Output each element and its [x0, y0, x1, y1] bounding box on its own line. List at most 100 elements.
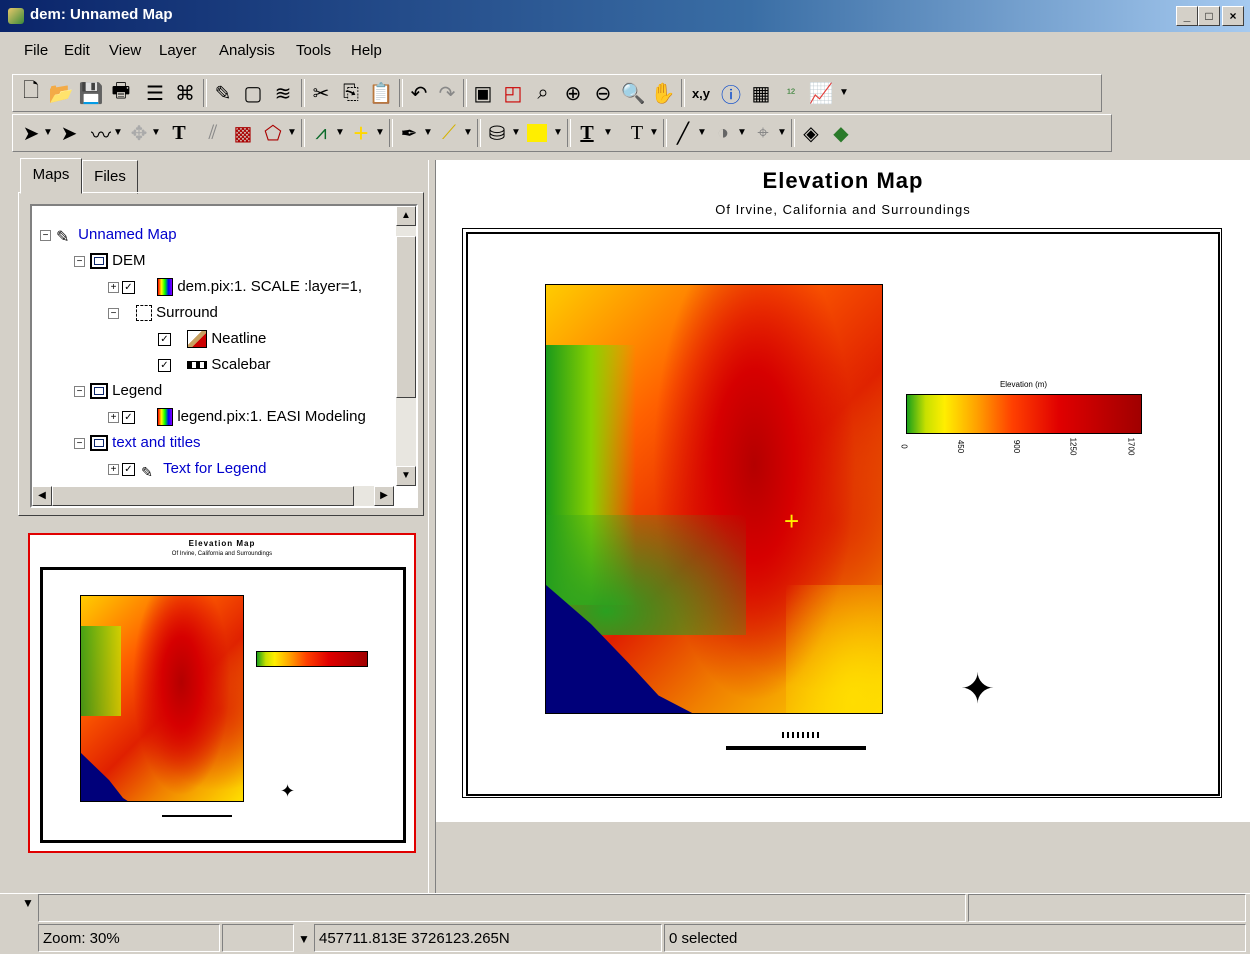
zoom-out-icon[interactable]: ⊖ — [594, 82, 612, 105]
reshape-icon[interactable]: ⫽ — [208, 121, 218, 144]
expander-surround[interactable]: − — [108, 308, 119, 319]
tree-scalebar-label[interactable]: Scalebar — [211, 356, 271, 373]
map-scalebar[interactable] — [726, 746, 866, 750]
line-dropdown-icon[interactable]: ▼ — [697, 127, 707, 138]
print-icon[interactable]: 🖶 — [111, 80, 131, 102]
layer-stack-color-icon[interactable]: ◆ — [833, 122, 849, 145]
edit-arrow-icon[interactable]: ➤ — [60, 122, 78, 145]
tree-view-icon[interactable]: ☰ — [146, 82, 164, 105]
zoom-to-map-icon[interactable]: ▣ — [473, 82, 493, 105]
expander-legend-layer[interactable]: + — [108, 412, 119, 423]
menu-tools[interactable]: Tools — [296, 42, 332, 59]
menu-layer[interactable]: Layer — [159, 42, 197, 59]
scroll-down-icon[interactable]: ▼ — [396, 466, 416, 486]
tree-text-legend-label[interactable]: Text for Legend — [163, 460, 267, 477]
map-title[interactable]: Elevation Map — [762, 168, 924, 193]
coords-dropdown-icon[interactable]: ▼ — [298, 932, 310, 946]
zoom-box-icon[interactable]: ⌕ — [537, 81, 549, 104]
chart-dropdown-icon[interactable]: ▼ — [839, 87, 849, 98]
expander-legend[interactable]: − — [74, 386, 85, 397]
tree-dem-layer-label[interactable]: dem.pix:1. SCALE :layer=1, — [177, 278, 363, 295]
new-file-icon[interactable]: 🗋 — [22, 80, 40, 102]
menu-analysis[interactable]: Analysis — [219, 42, 275, 59]
line-icon[interactable]: ╱ — [676, 122, 690, 145]
fill-color-icon[interactable] — [523, 119, 551, 147]
expander-text-titles[interactable]: − — [74, 438, 85, 449]
minimize-button[interactable]: _ — [1176, 6, 1198, 26]
legend-layer-checkbox[interactable]: ✓ — [122, 410, 135, 424]
tree-dem-label[interactable]: DEM — [112, 252, 146, 269]
point-icon[interactable]: ✥ — [130, 122, 148, 145]
tree-neatline-label[interactable]: Neatline — [211, 330, 267, 347]
tree-vertical-scrollbar[interactable]: ▲ ▼ — [396, 206, 416, 486]
tree-text-titles-label[interactable]: text and titles — [112, 434, 201, 451]
tree-horizontal-scrollbar[interactable]: ◀ ▶ — [32, 486, 394, 506]
expander-dem[interactable]: − — [74, 256, 85, 267]
open-folder-icon[interactable]: 📂 — [48, 82, 74, 105]
fill-bucket-icon[interactable]: ⛁ — [488, 122, 506, 145]
crosshair-dropdown-icon[interactable]: ▼ — [375, 127, 385, 138]
line-color-dropdown-icon[interactable]: ▼ — [423, 127, 433, 138]
dem-layer-checkbox[interactable]: ✓ — [122, 280, 135, 294]
coordinates-icon[interactable]: x,y — [691, 85, 711, 101]
layers-icon[interactable]: ≋ — [274, 82, 292, 105]
new-area-icon[interactable]: ▢ — [243, 82, 263, 105]
symbol-icon[interactable]: ◑ — [716, 121, 730, 144]
pane-splitter[interactable] — [428, 160, 436, 893]
cut-icon[interactable]: ✂ — [312, 82, 330, 105]
curve-dropdown-icon[interactable]: ▼ — [463, 127, 473, 138]
redo-icon[interactable]: ↷ — [438, 82, 456, 105]
menu-view[interactable]: View — [109, 42, 142, 59]
legend-color-bar[interactable] — [906, 394, 1142, 434]
curve-icon[interactable]: ⟋ — [442, 121, 456, 144]
scroll-right-icon[interactable]: ▶ — [374, 486, 394, 506]
sort-numbers-icon[interactable]: ¹² — [787, 86, 795, 100]
marker-dropdown-icon[interactable]: ▼ — [777, 127, 787, 138]
zoom-one-to-one-icon[interactable]: 🔍 — [620, 82, 646, 105]
maximize-button[interactable]: □ — [1198, 6, 1220, 26]
fill-color-dropdown-icon[interactable]: ▼ — [553, 127, 563, 138]
tree-legend-layer-label[interactable]: legend.pix:1. EASI Modeling — [177, 408, 366, 425]
fill-dropdown-icon[interactable]: ▼ — [511, 127, 521, 138]
save-icon[interactable]: 💾 — [78, 82, 104, 105]
paste-icon[interactable]: 📋 — [368, 82, 394, 105]
text-style-dropdown-icon[interactable]: ▼ — [603, 127, 613, 138]
table-icon[interactable]: ▦ — [751, 82, 771, 105]
expander-text-legend[interactable]: + — [108, 464, 119, 475]
tree-root-label[interactable]: Unnamed Map — [78, 226, 177, 243]
font-icon[interactable]: T — [630, 121, 644, 144]
overview-preview[interactable]: Elevation Map Of Irvine, California and … — [28, 533, 416, 853]
tree-surround-label[interactable]: Surround — [156, 304, 218, 321]
symbol-dropdown-icon[interactable]: ▼ — [737, 127, 747, 138]
map-subtitle[interactable]: Of Irvine, California and Surroundings — [715, 202, 971, 217]
map-canvas[interactable]: Elevation Map Of Irvine, California and … — [436, 160, 1250, 822]
menu-edit[interactable]: Edit — [64, 42, 90, 59]
grid-icon[interactable]: ▩ — [233, 122, 253, 145]
new-map-icon[interactable]: ✎ — [214, 82, 232, 105]
font-dropdown-icon[interactable]: ▼ — [649, 127, 659, 138]
expander-dem-layer[interactable]: + — [108, 282, 119, 293]
scroll-up-icon[interactable]: ▲ — [396, 206, 416, 226]
text-tool-icon[interactable]: T — [172, 121, 186, 144]
line-style-icon[interactable]: ⩘ — [315, 121, 327, 144]
hscroll-thumb[interactable] — [52, 486, 354, 506]
tab-maps[interactable]: Maps — [20, 158, 82, 194]
zoom-in-icon[interactable]: ⊕ — [564, 82, 582, 105]
info-icon[interactable]: ⓘ — [721, 84, 741, 107]
tab-files[interactable]: Files — [82, 160, 138, 194]
copy-icon[interactable]: ⎘ — [343, 81, 359, 104]
menu-help[interactable]: Help — [351, 42, 382, 59]
polygon-icon[interactable]: ⬠ — [264, 122, 282, 145]
expander-root[interactable]: − — [40, 230, 51, 241]
tree-legend-label[interactable]: Legend — [112, 382, 163, 399]
neatline-checkbox[interactable]: ✓ — [158, 332, 171, 346]
line-style-dropdown-icon[interactable]: ▼ — [335, 127, 345, 138]
select-dropdown-icon[interactable]: ▼ — [43, 127, 53, 138]
select-arrow-icon[interactable]: ➤ — [22, 122, 40, 145]
polyline-dropdown-icon[interactable]: ▼ — [113, 127, 123, 138]
text-legend-checkbox[interactable]: ✓ — [122, 462, 135, 476]
dem-raster[interactable] — [545, 284, 883, 714]
line-color-icon[interactable]: ✒ — [400, 122, 418, 145]
menu-file[interactable]: File — [24, 42, 49, 59]
layer-stack-icon[interactable]: ◈ — [803, 122, 819, 145]
